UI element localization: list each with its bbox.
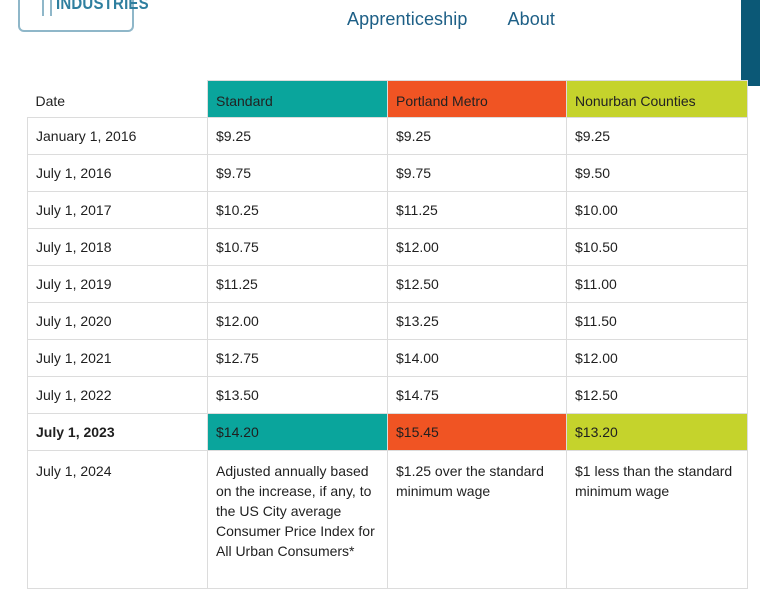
cell-date: July 1, 2019 <box>27 265 208 303</box>
table-row: January 1, 2016 $9.25 $9.25 $9.25 <box>27 117 748 155</box>
cell-portland-metro: $13.25 <box>387 302 567 340</box>
minimum-wage-table: Date Standard Portland Metro Nonurban Co… <box>27 80 748 589</box>
cell-standard: $11.25 <box>207 265 388 303</box>
table-row: July 1, 2021 $12.75 $14.00 $12.00 <box>27 339 748 377</box>
cell-standard: $10.75 <box>207 228 388 266</box>
header-nonurban: Nonurban Counties <box>566 80 748 118</box>
side-strip <box>741 0 760 86</box>
cell-standard: $9.75 <box>207 154 388 192</box>
cell-portland-metro: $11.25 <box>387 191 567 229</box>
nav-apprenticeship[interactable]: Apprenticeship <box>347 9 468 29</box>
main-nav: Apprenticeship About <box>347 9 555 30</box>
cell-standard: Adjusted annually based on the increase,… <box>207 450 388 589</box>
cell-nonurban: $12.50 <box>566 376 748 414</box>
cell-nonurban: $9.50 <box>566 154 748 192</box>
cell-nonurban: $12.00 <box>566 339 748 377</box>
cell-standard: $10.25 <box>207 191 388 229</box>
cell-nonurban: $1 less than the standard minimum wage <box>566 450 748 589</box>
cell-nonurban: $10.00 <box>566 191 748 229</box>
cell-nonurban: $9.25 <box>566 117 748 155</box>
table-row: July 1, 2019 $11.25 $12.50 $11.00 <box>27 265 748 303</box>
cell-portland-metro: $14.00 <box>387 339 567 377</box>
header-portland-metro: Portland Metro <box>387 80 567 118</box>
header-standard: Standard <box>207 80 388 118</box>
cell-date: July 1, 2018 <box>27 228 208 266</box>
logo-mark-icon <box>42 0 52 16</box>
cell-portland-metro: $9.75 <box>387 154 567 192</box>
table-row: July 1, 2020 $12.00 $13.25 $11.50 <box>27 302 748 340</box>
table-row: July 1, 2024 Adjusted annually based on … <box>27 450 748 589</box>
table-header-row: Date Standard Portland Metro Nonurban Co… <box>27 80 748 118</box>
cell-nonurban: $11.50 <box>566 302 748 340</box>
cell-standard: $13.50 <box>207 376 388 414</box>
table-row-current: July 1, 2023 $14.20 $15.45 $13.20 <box>27 413 748 451</box>
table-row: July 1, 2016 $9.75 $9.75 $9.50 <box>27 154 748 192</box>
cell-standard: $14.20 <box>207 413 388 451</box>
table-row: July 1, 2022 $13.50 $14.75 $12.50 <box>27 376 748 414</box>
cell-portland-metro: $1.25 over the standard minimum wage <box>387 450 567 589</box>
header-date: Date <box>27 80 208 118</box>
logo[interactable]: INDUSTRIES <box>18 0 149 32</box>
table-row: July 1, 2017 $10.25 $11.25 $10.00 <box>27 191 748 229</box>
logo-text: INDUSTRIES <box>56 0 149 14</box>
cell-portland-metro: $12.50 <box>387 265 567 303</box>
cell-nonurban: $13.20 <box>566 413 748 451</box>
cell-nonurban: $10.50 <box>566 228 748 266</box>
table-row: July 1, 2018 $10.75 $12.00 $10.50 <box>27 228 748 266</box>
cell-standard: $9.25 <box>207 117 388 155</box>
cell-portland-metro: $15.45 <box>387 413 567 451</box>
cell-date: July 1, 2023 <box>27 413 208 451</box>
cell-portland-metro: $12.00 <box>387 228 567 266</box>
cell-date: July 1, 2017 <box>27 191 208 229</box>
cell-standard: $12.00 <box>207 302 388 340</box>
cell-nonurban: $11.00 <box>566 265 748 303</box>
cell-portland-metro: $9.25 <box>387 117 567 155</box>
cell-date: July 1, 2022 <box>27 376 208 414</box>
nav-about[interactable]: About <box>507 9 556 29</box>
cell-date: July 1, 2020 <box>27 302 208 340</box>
cell-portland-metro: $14.75 <box>387 376 567 414</box>
cell-date: January 1, 2016 <box>27 117 208 155</box>
cell-date: July 1, 2016 <box>27 154 208 192</box>
cell-standard: $12.75 <box>207 339 388 377</box>
cell-date: July 1, 2021 <box>27 339 208 377</box>
cell-date: July 1, 2024 <box>27 450 208 589</box>
